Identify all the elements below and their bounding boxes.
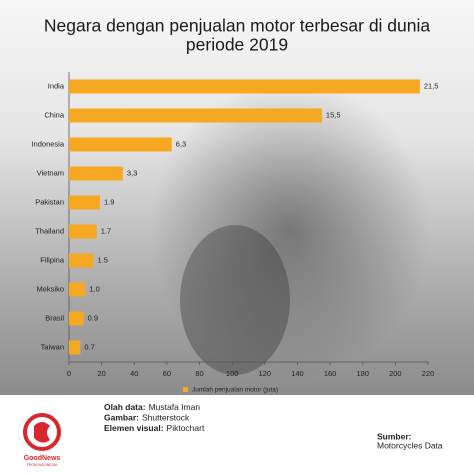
x-tick-label: 120 bbox=[259, 369, 272, 378]
value-label: 1.7 bbox=[101, 226, 111, 235]
background-photo bbox=[180, 225, 290, 375]
x-tick-label: 140 bbox=[291, 369, 304, 378]
value-label: 0.9 bbox=[88, 313, 98, 322]
x-tick-label: 200 bbox=[389, 369, 402, 378]
credit-value: Piktochart bbox=[167, 423, 205, 433]
logo-text: GoodNews bbox=[24, 455, 61, 462]
x-tick-label: 160 bbox=[324, 369, 337, 378]
bar bbox=[69, 108, 322, 123]
y-tick-label: China bbox=[44, 110, 64, 119]
x-tick-label: 100 bbox=[226, 369, 239, 378]
credit-value: Mustafa Iman bbox=[149, 402, 201, 412]
chart-title: periode 2019 bbox=[186, 35, 288, 55]
bar bbox=[69, 137, 172, 152]
source-label: Sumber: bbox=[377, 431, 412, 441]
legend-swatch bbox=[183, 387, 188, 392]
bar bbox=[69, 195, 101, 210]
bar bbox=[69, 253, 94, 268]
chart-title: Negara dengan penjualan motor terbesar d… bbox=[44, 16, 431, 36]
bar bbox=[69, 79, 420, 94]
value-label: 21,5 bbox=[424, 81, 439, 90]
y-tick-label: Pakistan bbox=[35, 197, 64, 206]
bar bbox=[69, 282, 86, 297]
x-tick-label: 220 bbox=[422, 369, 435, 378]
legend-label: Jumlah penjualan motor (juta) bbox=[192, 387, 278, 394]
credit: Gambar: Shutterstock bbox=[104, 413, 190, 423]
value-label: 1.5 bbox=[97, 255, 107, 264]
bar bbox=[69, 224, 97, 239]
background-photo bbox=[150, 80, 430, 380]
value-label: 1.0 bbox=[89, 284, 99, 293]
y-tick-label: Taiwan bbox=[41, 342, 64, 351]
credit-label: Olah data: bbox=[104, 402, 146, 412]
credit-label: Gambar: bbox=[104, 413, 139, 423]
x-tick-label: 20 bbox=[97, 369, 105, 378]
x-tick-label: 80 bbox=[195, 369, 203, 378]
value-label: 6,3 bbox=[176, 139, 186, 148]
value-label: 1.9 bbox=[104, 197, 114, 206]
y-tick-label: Indonesia bbox=[31, 139, 64, 148]
value-label: 0.7 bbox=[84, 342, 94, 351]
x-tick-label: 180 bbox=[356, 369, 369, 378]
y-tick-label: India bbox=[48, 81, 65, 90]
y-tick-label: Brasil bbox=[45, 313, 64, 322]
x-tick-label: 40 bbox=[130, 369, 138, 378]
y-tick-label: Filipina bbox=[40, 255, 65, 264]
bar bbox=[69, 166, 123, 181]
value-label: 3,3 bbox=[127, 168, 137, 177]
y-tick-label: Thailand bbox=[35, 226, 64, 235]
value-label: 15,5 bbox=[326, 110, 341, 119]
credit: Elemen visual: Piktochart bbox=[104, 423, 205, 433]
logo: GoodNews FROM INDONESIA bbox=[23, 413, 61, 467]
y-tick-label: Meksiko bbox=[36, 284, 64, 293]
x-tick-label: 60 bbox=[163, 369, 171, 378]
bar bbox=[69, 340, 81, 355]
y-tick-label: Vietnam bbox=[37, 168, 64, 177]
source: Motorcycles Data bbox=[377, 440, 443, 450]
bar bbox=[69, 311, 84, 326]
logo-subtext: FROM INDONESIA bbox=[27, 463, 58, 467]
x-tick-label: 0 bbox=[67, 369, 71, 378]
credit-label: Elemen visual: bbox=[104, 423, 164, 433]
credit: Olah data: Mustafa Iman bbox=[104, 402, 200, 412]
footer-background bbox=[0, 395, 474, 474]
credit-value: Shutterstock bbox=[142, 413, 190, 423]
